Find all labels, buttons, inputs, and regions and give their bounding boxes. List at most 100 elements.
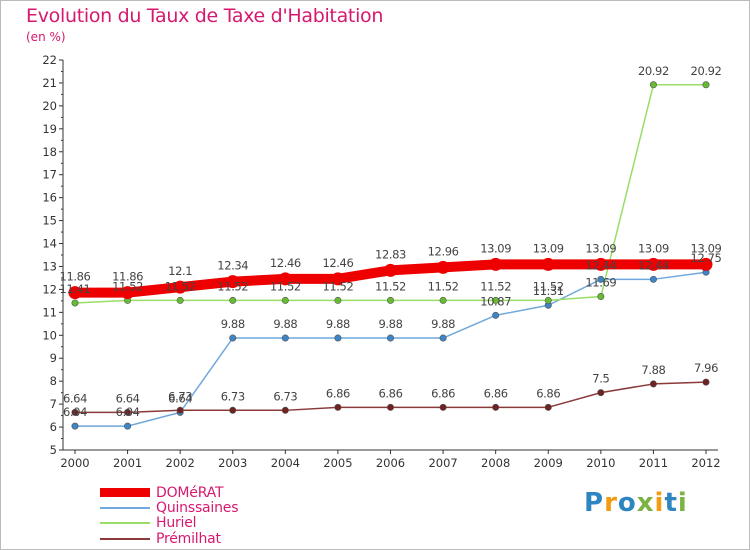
y-tick-label: 13 [42,259,57,273]
data-label: 11.52 [533,279,564,293]
legend-swatch [100,488,150,497]
legend-label: Quinssaines [156,499,239,516]
data-label: 12.34 [217,259,248,273]
series-pr-milhat [71,378,710,416]
data-label: 13.09 [585,241,616,255]
data-point [646,257,660,271]
data-label: 11.31 [533,284,564,298]
data-point [229,334,237,342]
y-tick-label: 14 [42,237,57,251]
data-point [649,275,657,283]
data-point [492,296,500,304]
data-label: 6.73 [273,389,297,403]
data-label: 11.41 [60,282,91,296]
data-label: 6.86 [536,386,560,400]
data-point [702,378,710,386]
legend-item: DOMéRAT [100,484,224,501]
data-label: 20.92 [691,64,722,78]
y-tick-label: 15 [42,214,57,228]
data-point [439,403,447,411]
logo-letter: o [617,488,637,518]
data-point [124,422,132,430]
data-label: 13.09 [638,241,669,255]
x-tick-label: 2008 [481,456,510,470]
data-label: 7.88 [641,363,665,377]
data-label: 12.44 [585,258,616,272]
data-point [489,257,503,271]
data-label: 10.87 [480,294,511,308]
data-point [281,296,289,304]
data-label: 6.86 [484,386,508,400]
data-point [386,334,394,342]
y-tick-label: 10 [42,328,57,342]
data-point [124,408,132,416]
data-point [176,296,184,304]
data-label: 11.52 [322,279,353,293]
x-tick-label: 2004 [271,456,300,470]
data-point [386,403,394,411]
data-point [334,296,342,304]
data-point [281,406,289,414]
data-point [544,403,552,411]
data-label: 13.09 [533,241,564,255]
data-label: 6.86 [326,386,350,400]
data-label: 6.86 [378,386,402,400]
legend-item: Huriel [100,515,197,531]
y-tick-label: 12 [42,282,57,296]
data-point [649,380,657,388]
y-tick-label: 11 [42,305,57,319]
data-label: 11.52 [375,279,406,293]
x-tick-label: 2005 [323,456,352,470]
x-tick-label: 2001 [113,456,142,470]
series-huriel [71,81,710,307]
data-label: 12.96 [428,244,459,258]
data-label: 11.52 [480,279,511,293]
data-label: 11.86 [60,270,91,284]
x-tick-label: 2000 [60,456,89,470]
data-point [594,257,608,271]
data-point [68,286,82,300]
x-tick-label: 2011 [639,456,668,470]
y-axis-unit-label: (en %) [26,30,66,44]
data-label: 11.52 [428,279,459,293]
data-point [331,272,345,286]
data-label: 9.88 [326,317,350,331]
data-labels-pr-milhat: 6.64 6.64 6.73 6.73 6.73 6.86 6.86 6.86 6.86 6.86… [63,361,718,405]
x-tick-label: 2009 [534,456,563,470]
y-tick-label: 16 [42,191,57,205]
data-label: 9.88 [378,317,402,331]
proxiti-logo: Proxiti [584,488,688,518]
data-label: 9.88 [273,317,297,331]
legend-swatch [100,521,150,524]
data-point [71,299,79,307]
data-label: 11.52 [217,279,248,293]
y-tick-label: 6 [50,420,57,434]
data-point [71,408,79,416]
logo-letter: r [604,488,618,518]
data-label: 13.09 [480,241,511,255]
data-label: 12.1 [168,264,192,278]
data-label: 12.75 [691,251,722,265]
data-point [436,260,450,274]
logo-letter: x [636,488,655,518]
data-label: 6.04 [63,405,87,419]
data-point [544,296,552,304]
data-point [229,406,237,414]
data-point [439,296,447,304]
y-tick-label: 7 [50,397,57,411]
x-tick-label: 2012 [691,456,720,470]
data-point [492,403,500,411]
data-point [386,296,394,304]
series-dom-rat [68,257,713,300]
x-tick-label: 2007 [428,456,457,470]
y-tick-label: 21 [42,76,57,90]
data-point [278,272,292,286]
data-label: 13.09 [691,241,722,255]
legend-label: DOMéRAT [156,484,224,501]
y-tick-label: 19 [42,122,57,136]
data-point [229,296,237,304]
x-tick-label: 2006 [376,456,405,470]
legend-label: Prémilhat [156,530,221,547]
data-labels-huriel: 11.41 11.52 11.52 11.52 11.52 11.52 11.52 11.52… [60,64,722,296]
x-tick-label: 2003 [218,456,247,470]
